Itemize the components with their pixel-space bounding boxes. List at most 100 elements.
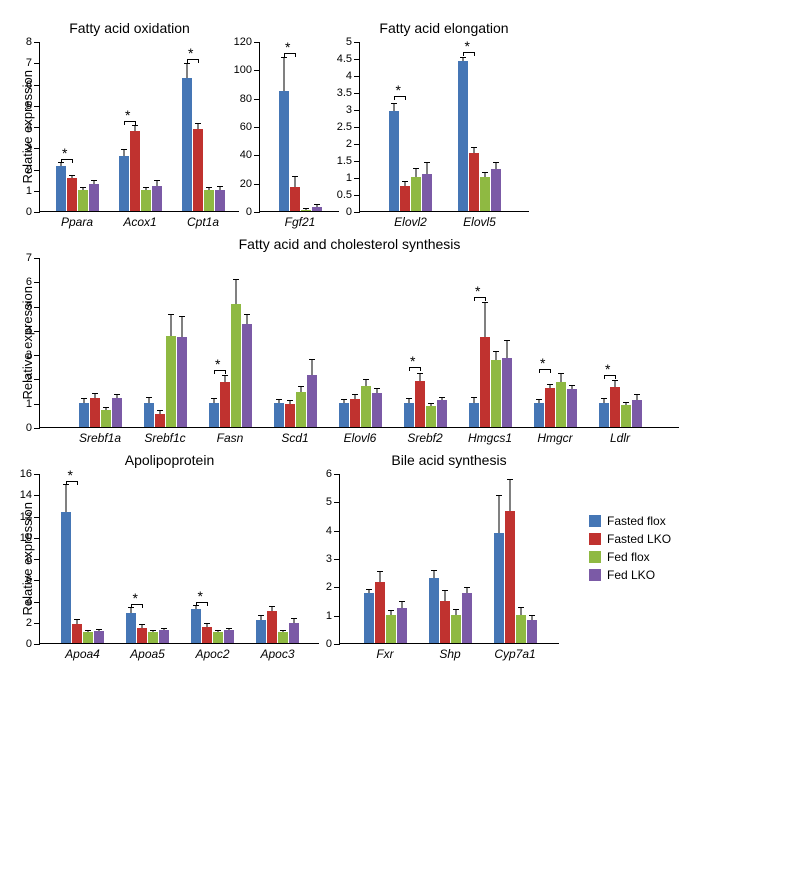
error-bar xyxy=(142,625,143,628)
bar-rect xyxy=(350,399,360,427)
bar-rect xyxy=(632,400,642,427)
error-bar xyxy=(219,187,220,190)
y-tick-label: 0.5 xyxy=(337,189,352,201)
error-bar xyxy=(466,588,467,594)
significance-star: * xyxy=(215,356,220,372)
error-cap xyxy=(402,181,408,182)
bar xyxy=(516,615,526,643)
error-bar xyxy=(549,385,550,389)
bar-rect xyxy=(220,382,230,427)
error-bar xyxy=(283,58,284,91)
bar xyxy=(256,620,266,643)
bar-rect xyxy=(285,404,295,427)
plot-area: 01234567Srebf1aSrebf1cFasnScd1Elovl6Sreb… xyxy=(39,258,679,428)
y-tick xyxy=(34,355,40,356)
bar-rect xyxy=(289,623,299,643)
error-bar xyxy=(300,387,301,392)
error-cap xyxy=(154,180,160,181)
bar-rect xyxy=(610,387,620,427)
error-cap xyxy=(309,359,315,360)
y-tick xyxy=(34,404,40,405)
bar-rect xyxy=(469,153,479,211)
y-tick xyxy=(254,155,260,156)
bar-rect xyxy=(621,405,631,427)
error-cap xyxy=(428,403,434,404)
chart-wrap: Relative expression01234567Srebf1aSrebf1… xyxy=(20,258,679,428)
error-cap xyxy=(612,380,618,381)
y-tick xyxy=(34,148,40,149)
significance-tick xyxy=(135,121,136,125)
y-tick xyxy=(354,110,360,111)
significance-tick xyxy=(295,53,296,57)
error-cap xyxy=(85,630,91,631)
bar xyxy=(191,609,201,643)
error-cap xyxy=(92,393,98,394)
bar-rect xyxy=(215,190,225,211)
bar-rect xyxy=(141,190,151,211)
y-tick-label: 1 xyxy=(26,398,32,410)
bar xyxy=(224,630,234,643)
error-cap xyxy=(80,187,86,188)
error-cap xyxy=(280,630,286,631)
bar-rect xyxy=(296,392,306,427)
bar-rect xyxy=(397,608,407,643)
error-cap xyxy=(536,399,542,400)
x-tick-label: Acox1 xyxy=(123,215,156,229)
x-tick-label: Apoa4 xyxy=(65,647,100,661)
bar-rect xyxy=(152,186,162,212)
error-cap xyxy=(291,618,297,619)
error-cap xyxy=(139,624,145,625)
y-tick xyxy=(254,70,260,71)
error-bar xyxy=(538,400,539,402)
error-cap xyxy=(276,399,282,400)
error-bar xyxy=(218,631,219,632)
bar-rect xyxy=(556,382,566,427)
error-cap xyxy=(303,208,309,209)
error-bar xyxy=(636,395,637,400)
x-tick-label: Elovl6 xyxy=(344,431,377,445)
significance-tick xyxy=(474,52,475,56)
error-bar xyxy=(131,608,132,613)
bar xyxy=(426,406,436,427)
x-tick-label: Apoa5 xyxy=(130,647,165,661)
y-tick-label: 2 xyxy=(346,138,352,150)
bar xyxy=(144,403,154,427)
bar-rect xyxy=(224,630,234,643)
bar-rect xyxy=(389,111,399,211)
bar xyxy=(632,400,642,427)
bar-rect xyxy=(361,386,371,427)
error-bar xyxy=(77,620,78,624)
error-bar xyxy=(379,572,380,582)
y-tick-label: 4 xyxy=(26,596,32,608)
error-cap xyxy=(374,388,380,389)
panel-fao: Fatty acid oxidationRelative expression0… xyxy=(20,20,239,212)
bar-rect xyxy=(94,631,104,643)
y-tick xyxy=(254,184,260,185)
significance-star: * xyxy=(125,107,130,123)
bar xyxy=(502,358,512,427)
bar xyxy=(56,166,66,211)
error-bar xyxy=(170,315,171,336)
chart-row: Fatty acid and cholesterol synthesis Rela… xyxy=(20,236,767,428)
bar-rect xyxy=(130,131,140,211)
error-bar xyxy=(441,398,442,400)
error-cap xyxy=(204,623,210,624)
y-tick-label: 20 xyxy=(240,178,252,190)
error-cap xyxy=(623,402,629,403)
legend-label: Fed flox xyxy=(607,550,650,564)
significance-star: * xyxy=(540,355,545,371)
bar-rect xyxy=(502,358,512,427)
bar-rect xyxy=(491,169,501,212)
error-bar xyxy=(93,181,94,184)
bar-rect xyxy=(307,375,317,427)
bar xyxy=(372,393,382,427)
bar xyxy=(350,399,360,427)
bar-rect xyxy=(182,78,192,211)
y-tick-label: 5 xyxy=(26,301,32,313)
error-cap xyxy=(184,63,190,64)
panel-title: Fatty acid and cholesterol synthesis xyxy=(239,236,461,252)
bar-rect xyxy=(422,174,432,211)
bar-rect xyxy=(534,403,544,427)
bar xyxy=(72,624,82,643)
x-tick-label: Shp xyxy=(439,647,460,661)
